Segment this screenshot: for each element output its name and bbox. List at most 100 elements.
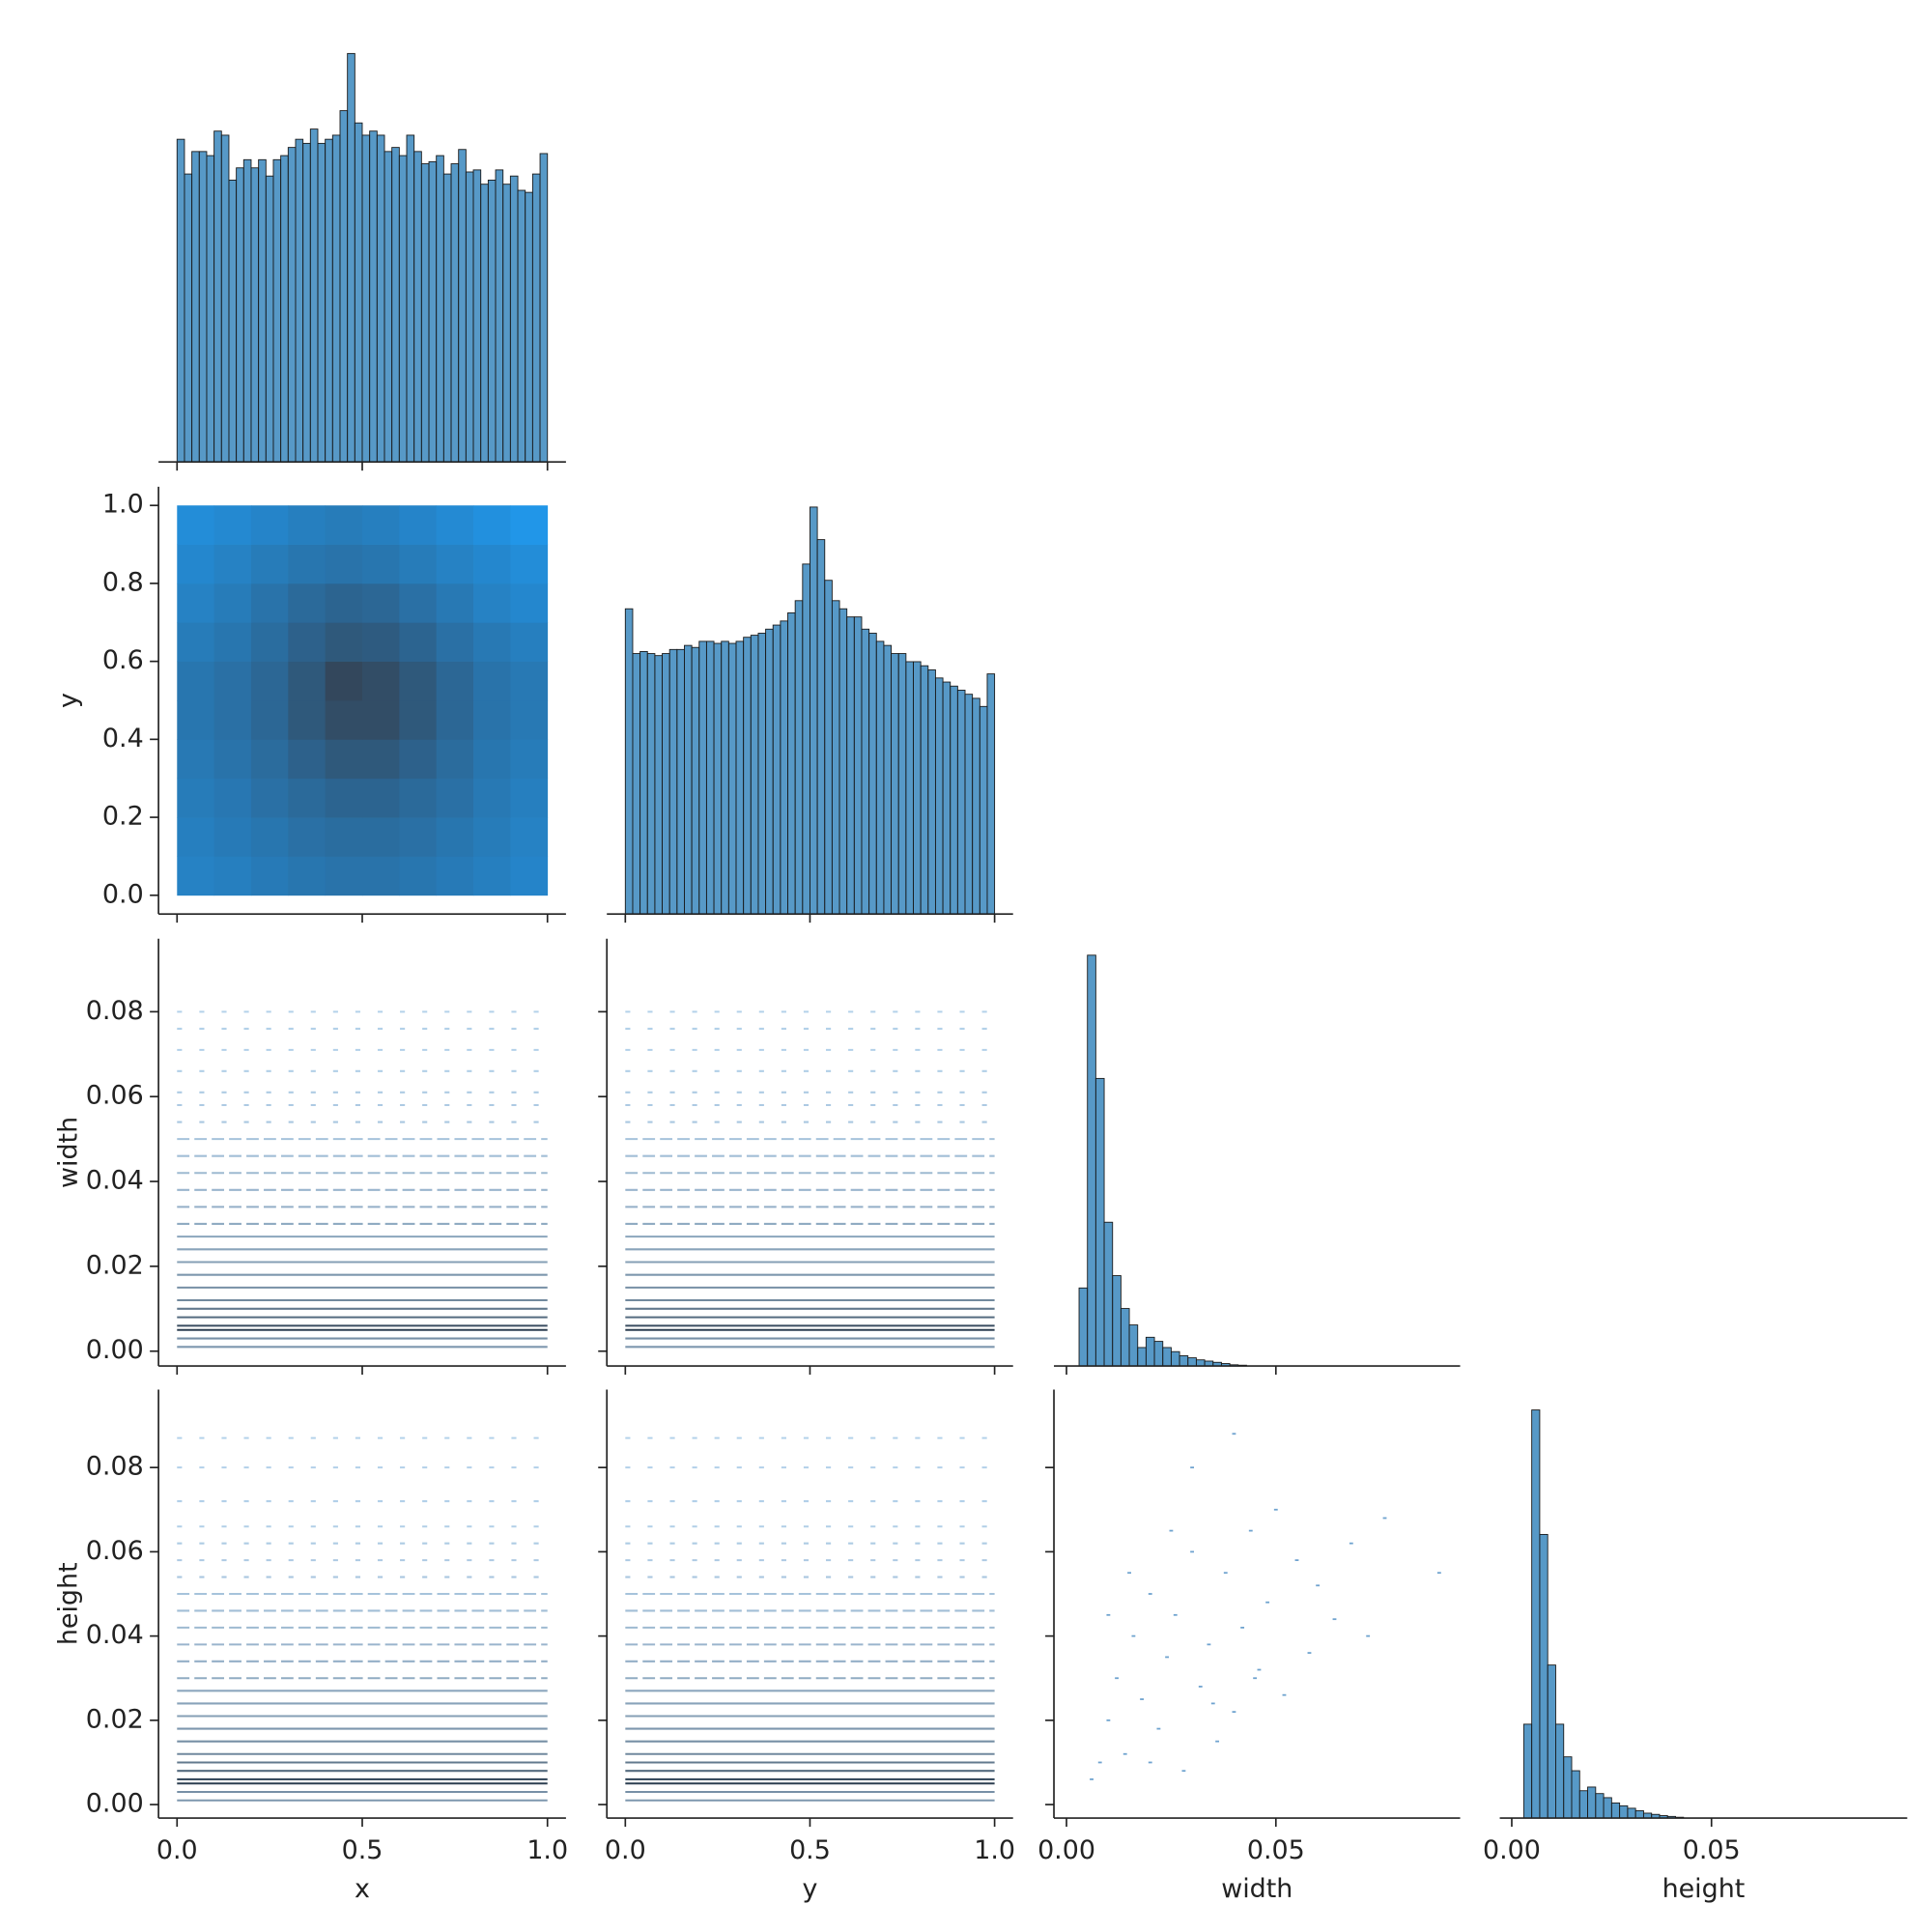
bar bbox=[339, 110, 349, 463]
heat-cell bbox=[177, 817, 215, 857]
bar bbox=[331, 134, 341, 463]
heat-cell bbox=[250, 778, 289, 818]
heat-cell bbox=[288, 544, 327, 584]
heat-cell bbox=[362, 700, 400, 740]
heat-cell bbox=[213, 661, 252, 701]
heat-cell bbox=[250, 622, 289, 663]
bar bbox=[250, 167, 260, 463]
bar bbox=[816, 539, 826, 915]
x-tick-label: 0.05 bbox=[1247, 1835, 1305, 1865]
bar bbox=[727, 642, 737, 915]
bar bbox=[220, 134, 230, 463]
x-axis-label: width bbox=[1221, 1874, 1293, 1904]
heat-cell bbox=[362, 739, 400, 780]
y-tick-label: 1.0 bbox=[102, 490, 144, 520]
heat-cell bbox=[250, 856, 289, 896]
bar bbox=[1087, 954, 1096, 1367]
heat-cell bbox=[250, 544, 289, 584]
bar bbox=[868, 633, 877, 915]
x-tick-label: 0.00 bbox=[1483, 1835, 1541, 1865]
bar bbox=[369, 130, 378, 463]
bar bbox=[1162, 1347, 1172, 1367]
heat-cell bbox=[325, 544, 363, 584]
bar bbox=[743, 637, 752, 915]
bar bbox=[750, 635, 759, 915]
bar bbox=[684, 644, 693, 915]
heat-cell bbox=[362, 856, 400, 896]
bar bbox=[846, 616, 855, 915]
bar bbox=[676, 648, 685, 915]
bar bbox=[639, 651, 648, 915]
heat-cell bbox=[436, 739, 474, 780]
heat-cell bbox=[250, 739, 289, 780]
x-axis-label: height bbox=[1662, 1874, 1746, 1904]
heat-cell bbox=[473, 622, 511, 663]
heat-cell bbox=[288, 505, 327, 545]
heat-cell bbox=[288, 622, 327, 663]
x-tick-label: 0.05 bbox=[1683, 1835, 1741, 1865]
bar bbox=[1571, 1770, 1580, 1819]
heat-cell bbox=[250, 700, 289, 740]
heat-cell bbox=[399, 582, 438, 623]
heat-cell bbox=[250, 661, 289, 701]
heat-cell bbox=[250, 817, 289, 857]
x-tick-label: 0.5 bbox=[789, 1835, 831, 1865]
heat-cell bbox=[325, 817, 363, 857]
bar bbox=[1195, 1359, 1206, 1367]
bar bbox=[487, 180, 497, 463]
bar bbox=[787, 611, 796, 915]
x-tick-label: 1.0 bbox=[526, 1835, 568, 1865]
heat-cell bbox=[288, 817, 327, 857]
bar bbox=[705, 640, 715, 915]
bar bbox=[875, 640, 885, 915]
heat-cell bbox=[213, 739, 252, 780]
heat-cell bbox=[399, 622, 438, 663]
bar bbox=[206, 155, 215, 463]
bar bbox=[1595, 1793, 1605, 1819]
heat-cell bbox=[362, 817, 400, 857]
y-axis-label: width bbox=[53, 1117, 83, 1188]
heat-cell bbox=[436, 544, 474, 584]
bar bbox=[1120, 1308, 1130, 1367]
y-tick-label: 0.02 bbox=[86, 1250, 144, 1280]
bar bbox=[472, 169, 482, 463]
bar bbox=[458, 149, 467, 463]
bar bbox=[735, 640, 745, 915]
bar bbox=[436, 155, 444, 463]
bar bbox=[632, 653, 641, 915]
heat-cell bbox=[362, 505, 400, 545]
heat-cell bbox=[213, 817, 252, 857]
heat-cell bbox=[362, 778, 400, 818]
bar bbox=[413, 151, 422, 463]
bar bbox=[539, 153, 549, 463]
heat-cell bbox=[510, 739, 549, 780]
bar bbox=[509, 175, 519, 463]
bar bbox=[765, 628, 774, 915]
bar bbox=[1137, 1347, 1147, 1367]
heat-cell bbox=[177, 582, 215, 623]
bar bbox=[376, 134, 385, 463]
bar bbox=[654, 655, 663, 915]
heat-cell bbox=[213, 582, 252, 623]
bar bbox=[272, 158, 282, 463]
heat-cell bbox=[213, 622, 252, 663]
x-tick-label: 0.5 bbox=[342, 1835, 384, 1865]
heat-cell bbox=[325, 778, 363, 818]
heat-cell bbox=[213, 505, 252, 545]
y-tick-label: 0.0 bbox=[102, 879, 144, 909]
bar bbox=[361, 134, 371, 463]
bar bbox=[384, 151, 393, 463]
heat-cell bbox=[473, 505, 511, 545]
bar bbox=[176, 138, 185, 463]
y-tick-label: 0.08 bbox=[86, 1452, 144, 1482]
heat-cell bbox=[436, 817, 474, 857]
heat-cell bbox=[177, 700, 215, 740]
bar bbox=[242, 158, 252, 463]
bar bbox=[802, 563, 810, 915]
heat-cell bbox=[473, 856, 511, 896]
y-axis-label: height bbox=[53, 1562, 83, 1645]
bar bbox=[1179, 1355, 1189, 1367]
bar bbox=[228, 180, 238, 463]
heat-cell bbox=[436, 622, 474, 663]
